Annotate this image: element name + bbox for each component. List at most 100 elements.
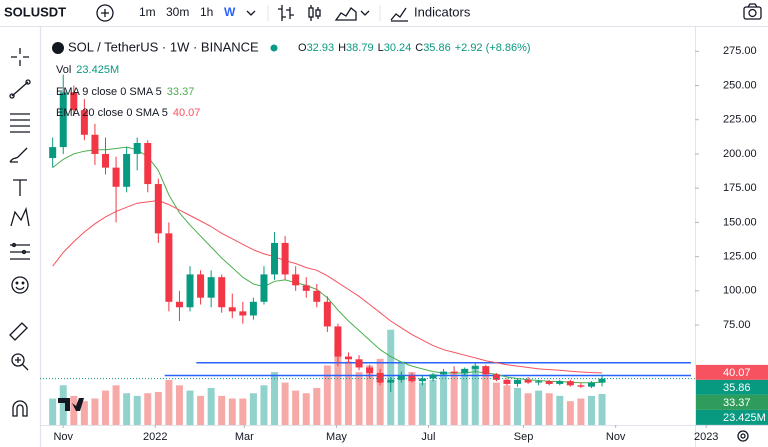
legend-name: EMA 9 close 0 SMA 5 <box>56 86 162 98</box>
volume-bar <box>197 395 205 425</box>
volume-name: Vol <box>56 64 71 76</box>
x-tick-label: Nov <box>53 431 73 443</box>
crosshair-tool[interactable] <box>11 48 29 66</box>
y-tick-label: 225.00 <box>723 114 757 126</box>
volume-bar <box>271 372 279 425</box>
symbol-logo <box>52 42 64 54</box>
volume-bar <box>302 393 310 425</box>
volume-bar <box>49 398 57 425</box>
candle-body <box>302 285 310 291</box>
y-tick-label: 150.00 <box>723 216 757 228</box>
volume-bar <box>492 382 500 425</box>
candle-body <box>344 356 352 360</box>
volume-bar <box>461 369 469 425</box>
price-badges: 40.07 35.86 33.37 23.425M <box>696 364 768 425</box>
top-toolbar: SOLUSDT 1m 30m 1h W Indicators <box>0 3 768 27</box>
candle-body <box>91 134 99 154</box>
candle-body <box>260 274 268 302</box>
candle-body <box>545 381 553 384</box>
volume-bar <box>144 393 152 425</box>
market-status <box>270 44 278 52</box>
candle-body <box>154 184 162 234</box>
interval[interactable]: 30m <box>166 5 189 19</box>
y-tick-label: 275.00 <box>723 45 757 57</box>
brush-tool[interactable] <box>9 147 28 163</box>
logo-mark <box>58 398 84 411</box>
ohlc-label: H <box>338 42 346 54</box>
area-style-icon[interactable] <box>334 7 357 21</box>
magnet-tool[interactable] <box>12 400 28 417</box>
candle-body <box>376 372 384 383</box>
symbol[interactable]: SOLUSDT <box>4 4 66 19</box>
volume-bar <box>429 380 437 425</box>
volume-bar <box>165 380 173 425</box>
candle-body <box>598 378 606 383</box>
ruler-tool[interactable] <box>9 322 28 341</box>
indicators-button[interactable]: Indicators <box>414 4 471 19</box>
price-badge <box>696 409 768 425</box>
zoom-tool[interactable] <box>11 353 29 371</box>
price-badge-label: 40.07 <box>723 367 751 379</box>
candle-body <box>144 142 152 185</box>
candle-body <box>249 301 257 316</box>
ohlc-value: 32.93 <box>307 42 335 54</box>
x-tick-label: Sep <box>514 431 534 443</box>
volume-bar <box>503 385 511 425</box>
volume-bar <box>313 387 321 425</box>
candle-body <box>355 359 363 368</box>
change-value: +2.92 (+8.86%) <box>455 42 531 54</box>
indicators-icon[interactable] <box>390 7 408 22</box>
price-badge-label: 33.37 <box>723 397 751 409</box>
style-dropdown[interactable] <box>360 10 370 16</box>
ohlc-value: 38.79 <box>346 42 374 54</box>
volume-bar <box>292 390 300 425</box>
candle-body <box>313 290 321 302</box>
ema-line <box>52 199 603 374</box>
candle-body <box>514 379 522 384</box>
candle-body <box>271 242 279 275</box>
interval[interactable]: 1h <box>200 5 213 19</box>
trend-line-tool[interactable] <box>9 79 31 99</box>
candle-body <box>587 382 595 387</box>
candle-body <box>429 374 437 379</box>
legend-entry: EMA 9 close 0 SMA 5 33.37 <box>56 86 194 98</box>
interval[interactable]: W <box>224 5 236 19</box>
volume-bar <box>59 385 67 425</box>
fib-tool[interactable] <box>10 113 30 133</box>
candle-style-icon[interactable] <box>308 5 321 21</box>
volume-bar <box>397 361 405 425</box>
volume-bar <box>366 365 374 425</box>
pattern-tool[interactable] <box>10 206 30 227</box>
volume-bar <box>450 372 458 425</box>
icon-tool[interactable] <box>11 276 29 294</box>
volume-bar <box>471 365 479 425</box>
volume-bar <box>440 374 448 425</box>
volume-bar <box>545 393 553 425</box>
price-badge-label: 35.86 <box>723 382 751 394</box>
text-tool[interactable] <box>13 179 27 196</box>
candle-body <box>408 375 416 382</box>
add-symbol-icon[interactable] <box>96 4 114 22</box>
volume-bar <box>102 390 109 425</box>
volume-bar <box>123 393 131 425</box>
candle-body <box>524 379 532 383</box>
candle-body <box>334 326 342 357</box>
legend-name: EMA 20 close 0 SMA 5 <box>56 107 168 119</box>
settings-icon[interactable] <box>737 430 749 442</box>
x-tick-label: May <box>326 431 347 443</box>
candle-body <box>556 381 564 384</box>
volume-bar <box>334 342 342 425</box>
candle-body <box>112 167 120 187</box>
interval[interactable]: 1m <box>139 5 156 19</box>
interval-dropdown[interactable] <box>246 10 256 16</box>
volume-bar <box>514 387 522 425</box>
volume-bar <box>70 395 78 425</box>
candle-body <box>418 378 426 382</box>
candle-body <box>133 142 141 154</box>
prediction-tool[interactable] <box>10 242 30 260</box>
volume-value: 23.425M <box>76 64 119 76</box>
bar-style-icon[interactable] <box>278 5 294 21</box>
snapshot-icon[interactable] <box>743 3 762 20</box>
